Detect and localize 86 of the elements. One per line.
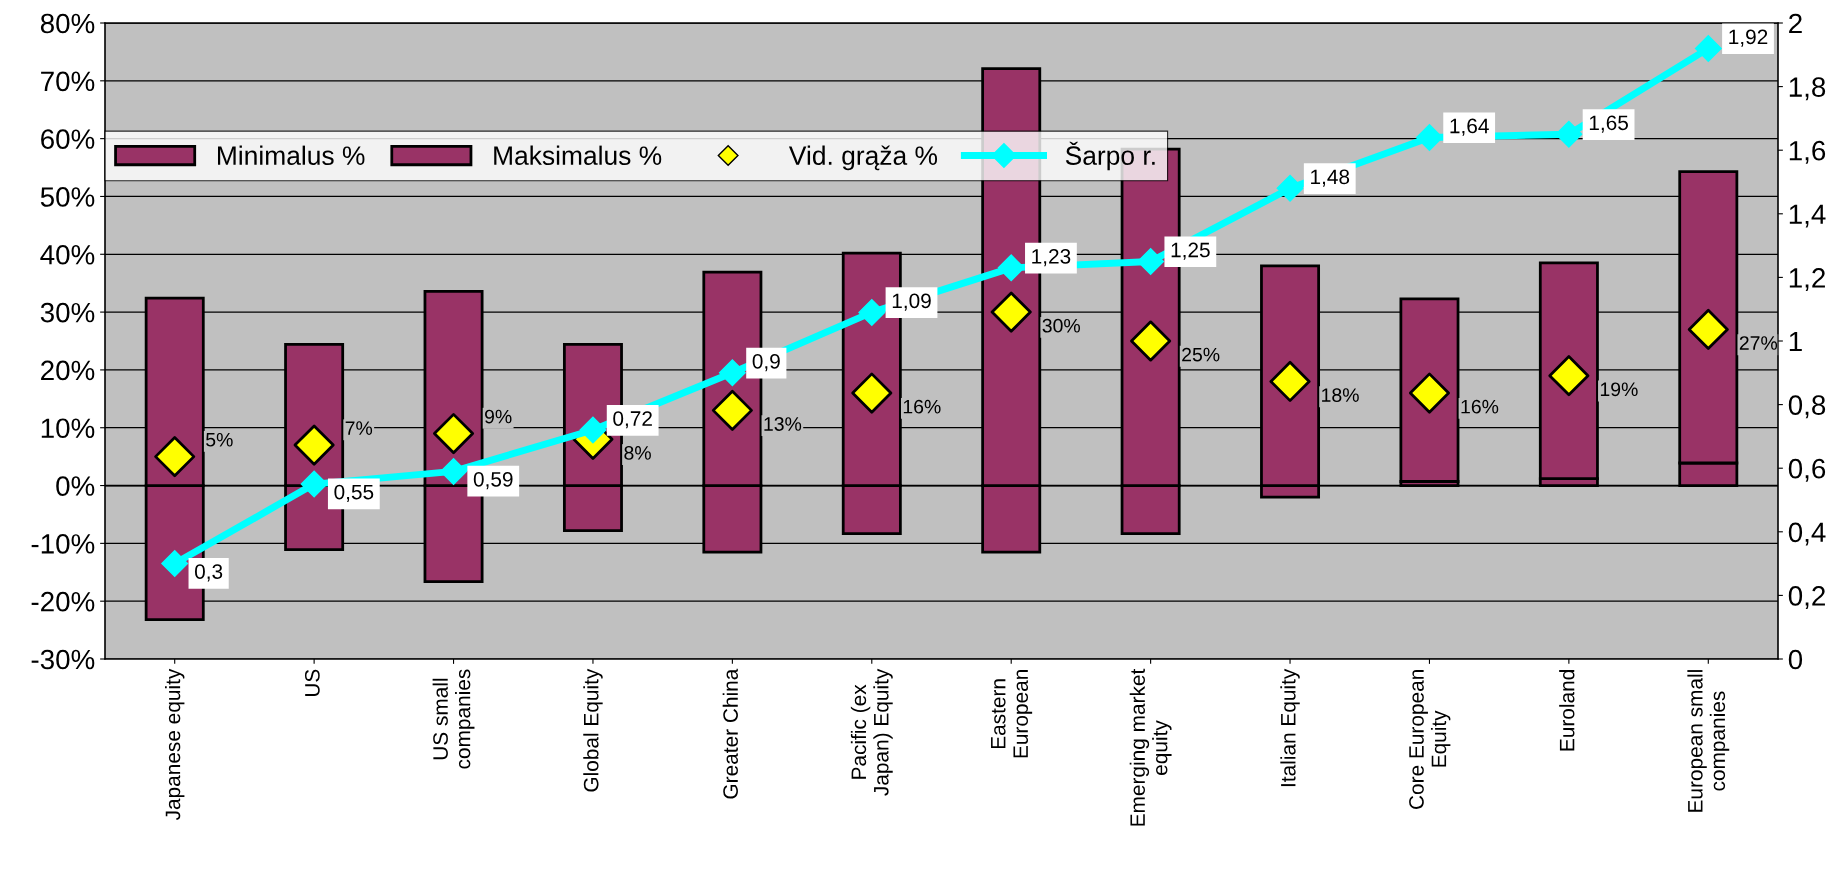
- data-label: 5%: [206, 432, 233, 447]
- legend-label: Maksimalus %: [494, 145, 662, 165]
- x-tick-label: Eastern European: [991, 670, 1033, 758]
- y-tick-label: -10%: [31, 534, 95, 554]
- point: [711, 389, 753, 431]
- data-label: 0,72: [613, 411, 652, 429]
- point: [293, 424, 335, 466]
- y2-tick-label: 1,6: [1789, 140, 1826, 164]
- legend-label: Minimalus %: [218, 145, 365, 165]
- point: [154, 436, 196, 478]
- point: [1555, 120, 1583, 148]
- y-tick-label: 30%: [40, 302, 95, 323]
- data-label: 18%: [1322, 388, 1359, 402]
- data-label: 30%: [1042, 318, 1080, 333]
- y2-tick-label: 0,8: [1788, 395, 1826, 419]
- point: [858, 298, 886, 326]
- point: [579, 416, 607, 444]
- data-label: 0,59: [473, 471, 513, 490]
- legend-label: Vid. grąža %: [788, 145, 938, 171]
- data-label: 7%: [345, 421, 373, 435]
- data-label: 16%: [1461, 399, 1499, 414]
- y2-tick-label: 1,4: [1789, 204, 1826, 228]
- point: [300, 470, 328, 498]
- data-label: 25%: [1182, 347, 1220, 362]
- y2-tick-label: 1,8: [1789, 77, 1826, 101]
- y-tick-label: 70%: [41, 71, 95, 92]
- data-label: 8%: [624, 446, 651, 460]
- y-tick-label: 80%: [40, 13, 95, 34]
- data-label: 1,64: [1450, 118, 1489, 136]
- data-label: 27%: [1739, 336, 1778, 350]
- x-tick-label: Global Equity: [583, 668, 603, 792]
- point: [990, 291, 1032, 333]
- point: [1687, 308, 1729, 350]
- x-tick-label: US: [304, 669, 320, 697]
- point: [1408, 372, 1450, 414]
- x-tick-label: Italian Equity: [1280, 668, 1300, 787]
- y2-tick-label: 1: [1789, 331, 1802, 352]
- y2-tick-label: 0: [1788, 649, 1803, 670]
- data-label: 1,48: [1311, 169, 1350, 187]
- point: [1137, 248, 1165, 275]
- data-label: 0,3: [194, 564, 223, 582]
- x-tick-label: Euroland: [1559, 670, 1575, 751]
- y2-tick-label: 0,4: [1788, 522, 1826, 546]
- point: [718, 359, 746, 387]
- data-label: 19%: [1600, 382, 1638, 397]
- y-tick-label: 0%: [56, 476, 95, 496]
- y-tick-label: -30%: [31, 649, 95, 670]
- y-tick-label: -20%: [31, 591, 95, 612]
- data-label: 16%: [903, 399, 941, 414]
- data-label: 1,25: [1171, 242, 1210, 260]
- point: [851, 372, 893, 414]
- y2-tick-label: 2: [1789, 13, 1802, 34]
- point: [1415, 124, 1443, 151]
- data-label: 1,09: [892, 293, 931, 311]
- y-tick-label: 60%: [41, 129, 95, 149]
- data-label: 9%: [485, 409, 512, 424]
- data-label: 0,55: [334, 484, 374, 502]
- data-label: 1,65: [1589, 115, 1628, 133]
- y2-tick-label: 0,2: [1788, 586, 1825, 610]
- x-tick-label: Emerging market equity: [1129, 668, 1172, 826]
- data-label: 1,23: [1032, 248, 1071, 267]
- point: [1269, 360, 1311, 403]
- data-label: 13%: [764, 417, 802, 431]
- x-tick-label: Pacific (ex Japan) Equity: [850, 668, 893, 796]
- x-tick-label: Japanese equity: [165, 668, 185, 821]
- point: [1694, 34, 1722, 62]
- x-tick-label: US small companies: [432, 669, 475, 769]
- point: [1130, 320, 1172, 362]
- point: [161, 550, 189, 578]
- point: [1548, 355, 1590, 397]
- y2-tick-label: 0,6: [1788, 458, 1826, 482]
- point: [440, 457, 468, 485]
- point: [1276, 174, 1304, 202]
- x-tick-label: European small companies: [1687, 670, 1730, 812]
- y-tick-label: 10%: [41, 418, 95, 439]
- legend-label: Šarpo r.: [1065, 141, 1155, 171]
- point: [997, 254, 1025, 282]
- y2-tick-label: 1,2: [1789, 268, 1825, 292]
- point: [433, 412, 475, 455]
- y-tick-label: 50%: [40, 187, 95, 207]
- y-tick-label: 20%: [41, 360, 95, 381]
- data-label: 0,9: [752, 353, 780, 372]
- data-label: 1,92: [1729, 29, 1768, 47]
- y-tick-label: 40%: [40, 244, 95, 265]
- x-tick-label: Core European Equity: [1409, 670, 1451, 809]
- x-tick-label: Greater China: [722, 668, 738, 799]
